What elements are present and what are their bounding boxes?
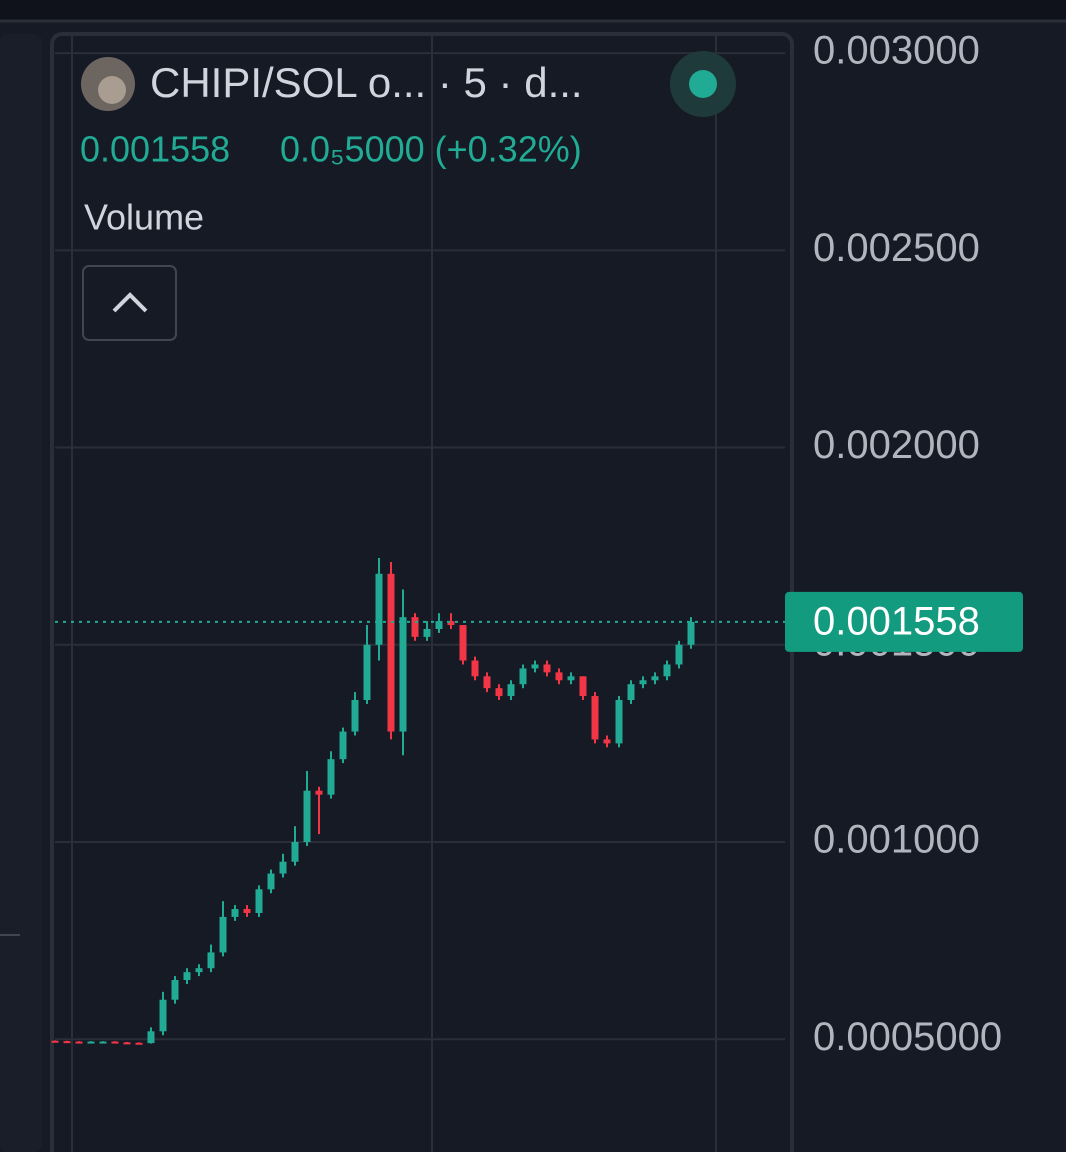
candle-body — [51, 1040, 59, 1043]
candle-body — [219, 916, 227, 953]
candle-body — [519, 668, 527, 685]
y-tick-label: 0.002000 — [813, 423, 980, 467]
candle-body — [579, 676, 587, 697]
collapse-icon — [112, 292, 148, 313]
collapse-button[interactable] — [82, 265, 177, 341]
candle-body — [303, 790, 311, 842]
candle-body — [507, 684, 515, 697]
token-avatar-detail — [98, 76, 126, 104]
candle-body — [123, 1042, 131, 1045]
candle-body — [531, 664, 539, 669]
last-price-label: 0.001558 — [813, 599, 980, 643]
candle-body — [183, 972, 191, 981]
candle-body — [615, 699, 623, 744]
candle-body — [495, 688, 503, 697]
candle-body — [267, 873, 275, 890]
candle-body — [651, 676, 659, 681]
candle-body — [363, 644, 371, 700]
candle-body — [75, 1041, 83, 1044]
candle-body — [591, 696, 599, 740]
candle-body — [447, 621, 455, 626]
candle-body — [87, 1041, 95, 1044]
candle-body — [411, 617, 419, 637]
candle-body — [639, 680, 647, 685]
candle-body — [423, 628, 431, 637]
y-tick-label: 0.0005000 — [813, 1015, 1002, 1059]
candle-body — [111, 1041, 119, 1044]
candle-body — [483, 676, 491, 689]
candle-body — [63, 1041, 71, 1044]
candle-body — [675, 644, 683, 665]
candle-body — [195, 968, 203, 973]
candle-body — [171, 980, 179, 1000]
y-tick-label: 0.001000 — [813, 818, 980, 862]
candle-body — [459, 625, 467, 661]
candle-body — [387, 573, 395, 732]
study-label: Volume — [84, 197, 204, 238]
sidebar — [0, 34, 42, 1152]
candle-body — [255, 889, 263, 913]
candle-body — [207, 952, 215, 969]
candle-body — [327, 759, 335, 795]
candle-body — [147, 1031, 155, 1044]
candle-body — [243, 909, 251, 913]
status-dot — [689, 70, 717, 98]
symbol-title: CHIPI/SOL o... · 5 · d... — [150, 59, 583, 106]
candle-body — [543, 664, 551, 673]
candle-body — [567, 676, 575, 681]
last-price: 0.001558 — [80, 129, 230, 170]
candle-body — [555, 672, 563, 681]
candle-body — [135, 1042, 143, 1045]
candle-body — [603, 739, 611, 744]
candle-body — [231, 909, 239, 917]
candle-body — [351, 699, 359, 732]
y-tick-label: 0.003000 — [813, 29, 980, 73]
y-tick-label: 0.002500 — [813, 226, 980, 270]
candle-body — [279, 861, 287, 874]
candle-body — [159, 999, 167, 1032]
candle-body — [99, 1041, 107, 1044]
candle-body — [471, 660, 479, 677]
candle-body — [687, 621, 695, 645]
candle-body — [375, 573, 383, 645]
candle-body — [627, 684, 635, 700]
candle-body — [399, 617, 407, 732]
candle-body — [435, 621, 443, 629]
top-bar — [0, 0, 1066, 20]
last-price-box — [785, 591, 1023, 652]
candle-body — [663, 664, 671, 677]
candle-body — [315, 790, 323, 795]
candle-body — [339, 731, 347, 760]
price-change: 0.0₅5000 (+0.32%) — [280, 129, 582, 170]
candle-body — [291, 841, 299, 862]
